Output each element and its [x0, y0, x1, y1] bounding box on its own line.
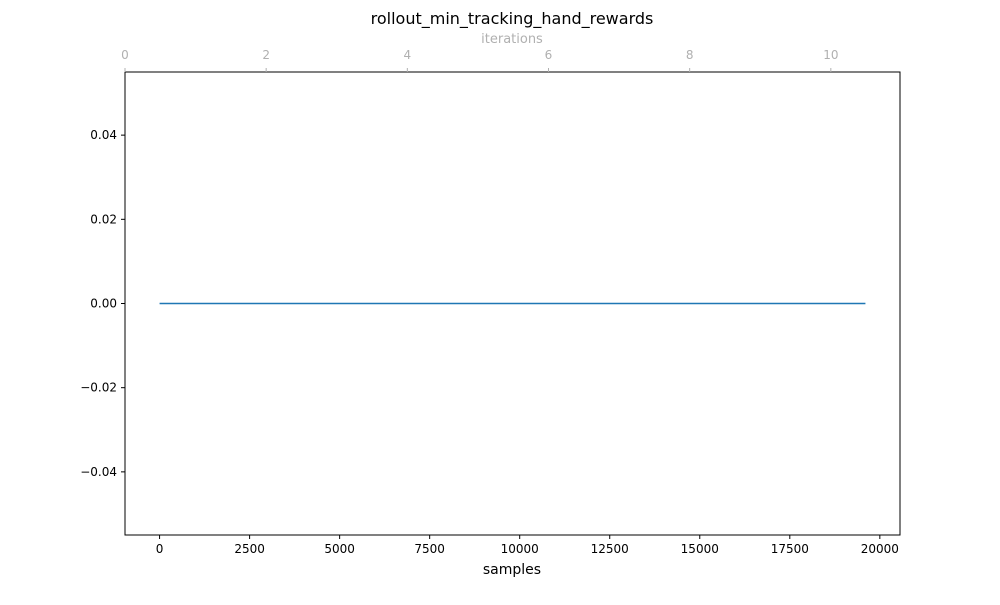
x-tick-label: 5000: [324, 542, 355, 556]
x-tick-label: 20000: [861, 542, 899, 556]
top-tick-label: 4: [404, 48, 412, 62]
top-tick-label: 6: [545, 48, 553, 62]
plot-area: 0 2500 5000 7500 10000 12500 15000 17500 20000 0.…: [80, 48, 901, 556]
top-axis-label: iterations: [481, 32, 543, 47]
x-tick-label: 17500: [771, 542, 809, 556]
x-tick-label: 7500: [414, 542, 445, 556]
chart-title: rollout_min_tracking_hand_rewards: [371, 9, 654, 29]
y-tick-label: 0.04: [90, 128, 117, 142]
top-tick-label: 2: [262, 48, 270, 62]
x-tick-label: 10000: [501, 542, 539, 556]
top-tick-label: 8: [686, 48, 694, 62]
y-tick-label: 0.00: [90, 297, 117, 311]
x-tick-label: 12500: [591, 542, 629, 556]
x-tick-label: 0: [156, 542, 164, 556]
y-tick-label: 0.02: [90, 212, 117, 226]
x-tick-label: 2500: [234, 542, 265, 556]
y-tick-label: −0.02: [80, 381, 117, 395]
x-tick-label: 15000: [681, 542, 719, 556]
top-tick-label: 10: [823, 48, 838, 62]
y-tick-label: −0.04: [80, 465, 117, 479]
x-axis-label: samples: [483, 562, 541, 578]
top-tick-label: 0: [121, 48, 129, 62]
